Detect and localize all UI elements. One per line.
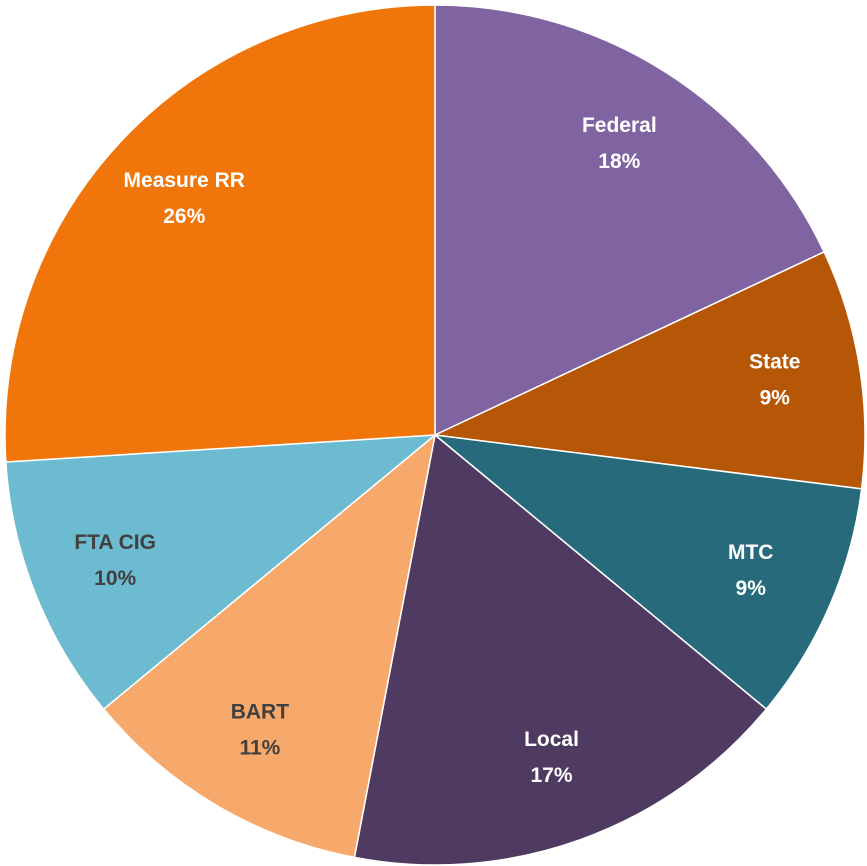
slice-label: Federal	[582, 114, 657, 137]
slice-label: BART	[231, 701, 289, 724]
pie-slice	[434, 4, 826, 437]
slice-value-label: 9%	[736, 577, 767, 600]
pie-slice	[432, 433, 863, 711]
slice-value-label: 11%	[239, 737, 280, 760]
slice-label: Measure RR	[124, 169, 245, 192]
pie-slice	[4, 4, 436, 463]
slice-value-label: 26%	[163, 205, 205, 228]
pie-slice	[5, 434, 438, 711]
slice-label: Local	[524, 728, 579, 751]
slice-value-label: 18%	[598, 150, 640, 173]
slice-label: FTA CIG	[74, 531, 156, 554]
slice-label: State	[749, 351, 800, 374]
slice-value-label: 17%	[531, 764, 573, 787]
pie-slice	[102, 433, 437, 859]
pie-slice	[353, 433, 768, 866]
slice-value-label: 9%	[760, 387, 791, 410]
slice-label: MTC	[728, 541, 774, 564]
pie-slice	[432, 250, 866, 490]
slice-value-label: 10%	[94, 567, 136, 590]
